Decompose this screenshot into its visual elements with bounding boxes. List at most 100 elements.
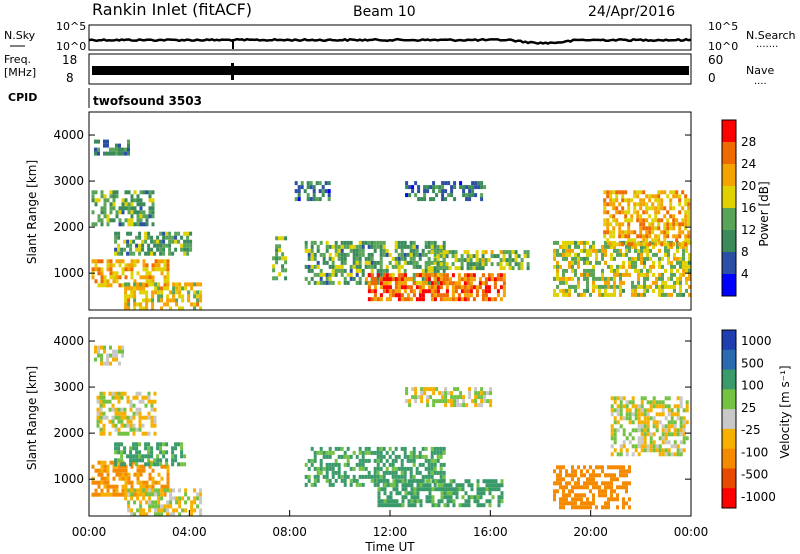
data-cell: [395, 503, 399, 508]
data-cell: [484, 258, 488, 263]
data-cell: [364, 277, 368, 282]
data-cell: [618, 210, 622, 215]
data-cell: [325, 240, 329, 245]
data-cell: [130, 267, 134, 272]
data-cell: [583, 292, 586, 297]
data-cell: [397, 293, 401, 298]
data-cell: [421, 446, 425, 451]
data-cell: [477, 181, 481, 186]
data-cell: [272, 264, 276, 269]
data-cell: [461, 495, 465, 500]
data-cell: [465, 403, 469, 408]
data-cell: [175, 496, 179, 501]
data-cell: [319, 466, 323, 471]
data-cell: [610, 404, 614, 409]
data-cell: [373, 482, 377, 487]
data-cell: [428, 483, 432, 488]
data-cell: [598, 493, 601, 498]
data-cell: [502, 289, 506, 294]
data-cell: [430, 297, 434, 302]
data-cell: [565, 485, 568, 490]
data-cell: [97, 259, 101, 264]
data-cell: [556, 276, 559, 281]
data-cell: [129, 419, 133, 424]
data-cell: [658, 240, 661, 245]
data-cell: [577, 497, 580, 502]
data-cell: [628, 440, 632, 445]
data-cell: [586, 272, 589, 277]
data-cell: [497, 487, 501, 492]
data-cell: [407, 499, 411, 504]
data-cell: [162, 251, 166, 256]
data-cell: [633, 210, 637, 215]
data-cell: [135, 247, 139, 252]
data-cell: [586, 481, 589, 486]
data-cell: [135, 407, 139, 412]
data-cell: [622, 469, 625, 474]
data-cell: [601, 244, 604, 249]
data-cell: [406, 252, 410, 257]
data-cell: [361, 450, 365, 455]
data-cell: [619, 473, 622, 478]
data-cell: [352, 276, 356, 281]
data-cell: [466, 273, 470, 278]
data-cell: [500, 499, 504, 504]
data-cell: [304, 264, 308, 269]
data-cell: [604, 501, 607, 506]
data-cell: [643, 260, 646, 265]
data-cell: [129, 403, 133, 408]
data-cell: [589, 465, 592, 470]
data-cell: [328, 256, 332, 261]
data-cell: [562, 501, 565, 506]
data-cell: [583, 272, 586, 277]
data-cell: [459, 181, 463, 186]
data-cell: [648, 234, 652, 239]
data-cell: [148, 282, 152, 287]
data-cell: [436, 250, 440, 255]
data-cell: [679, 244, 682, 249]
data-cell: [409, 256, 413, 261]
data-cell: [141, 399, 145, 404]
data-cell: [130, 464, 134, 469]
data-cell: [160, 294, 164, 299]
data-cell: [624, 218, 628, 223]
data-cell: [633, 190, 637, 195]
data-cell: [114, 251, 118, 256]
data-cell: [595, 465, 598, 470]
data-cell: [622, 501, 625, 506]
data-cell: [667, 404, 671, 409]
data-cell: [666, 234, 670, 239]
data-cell: [150, 450, 154, 455]
data-cell: [646, 252, 649, 257]
data-cell: [189, 243, 193, 248]
data-cell: [488, 487, 492, 492]
data-cell: [634, 260, 637, 265]
data-cell: [562, 240, 565, 245]
data-cell: [99, 407, 103, 412]
data-cell: [625, 452, 629, 457]
data-cell: [490, 273, 494, 278]
data-cell: [661, 412, 665, 417]
data-cell: [337, 474, 341, 479]
data-cell: [408, 403, 412, 408]
data-cell: [666, 242, 670, 247]
data-cell: [443, 483, 447, 488]
data-cell: [607, 244, 610, 249]
data-cell: [117, 458, 121, 463]
data-cell: [484, 285, 488, 290]
data-cell: [398, 503, 402, 508]
data-cell: [331, 256, 335, 261]
data-cell: [427, 277, 431, 282]
data-cell: [307, 474, 311, 479]
data-cell: [352, 260, 356, 265]
data-cell: [666, 194, 670, 199]
data-cell: [606, 222, 610, 227]
data-cell: [118, 349, 121, 354]
data-cell: [157, 480, 161, 485]
data-cell: [670, 444, 674, 449]
data-cell: [421, 281, 425, 286]
data-cell: [136, 271, 140, 276]
data-cell: [612, 190, 616, 195]
data-cell: [456, 387, 460, 392]
data-cell: [121, 267, 125, 272]
